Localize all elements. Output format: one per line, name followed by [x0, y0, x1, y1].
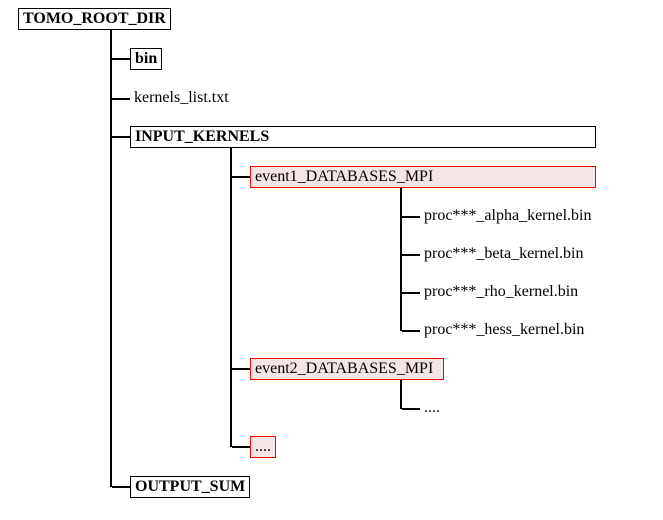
file-node: proc***_beta_kernel.bin	[420, 244, 588, 264]
ellipsis-node: ....	[420, 398, 444, 418]
tree-row: bin	[110, 30, 655, 70]
tree-row: ....	[230, 418, 596, 458]
event1-children: proc***_alpha_kernel.bin proc***_beta_ke…	[400, 188, 596, 340]
tree-row: proc***_hess_kernel.bin	[400, 302, 596, 340]
kernels-list-node: kernels_list.txt	[130, 88, 233, 108]
directory-tree: TOMO_ROOT_DIR bin kernels_list.txt INPUT…	[18, 8, 655, 498]
root-children: bin kernels_list.txt INPUT_KERNELS event…	[110, 30, 655, 498]
tree-row: event2_DATABASES_MPI ....	[230, 340, 596, 418]
tree-row: INPUT_KERNELS event1_DATABASES_MPI proc*…	[110, 108, 655, 458]
file-node: proc***_alpha_kernel.bin	[420, 206, 596, 226]
file-node: proc***_hess_kernel.bin	[420, 320, 588, 340]
file-node: proc***_rho_kernel.bin	[420, 282, 582, 302]
event1-node: event1_DATABASES_MPI	[250, 166, 596, 188]
tree-row: OUTPUT_SUM	[110, 458, 655, 498]
input-kernels-node: INPUT_KERNELS	[130, 126, 596, 148]
input-kernels-children: event1_DATABASES_MPI proc***_alpha_kerne…	[230, 148, 596, 458]
event2-children: ....	[400, 380, 444, 418]
tree-row: kernels_list.txt	[110, 70, 655, 108]
event2-node: event2_DATABASES_MPI	[250, 358, 444, 380]
tree-row: ....	[400, 380, 444, 418]
tree-row: event1_DATABASES_MPI proc***_alpha_kerne…	[230, 148, 596, 340]
tree-row: proc***_alpha_kernel.bin	[400, 188, 596, 226]
bin-node: bin	[130, 48, 162, 70]
ellipsis-node: ....	[250, 436, 276, 458]
tree-row: proc***_rho_kernel.bin	[400, 264, 596, 302]
tree-row: proc***_beta_kernel.bin	[400, 226, 596, 264]
root-node: TOMO_ROOT_DIR	[18, 8, 171, 30]
output-sum-node: OUTPUT_SUM	[130, 476, 250, 498]
